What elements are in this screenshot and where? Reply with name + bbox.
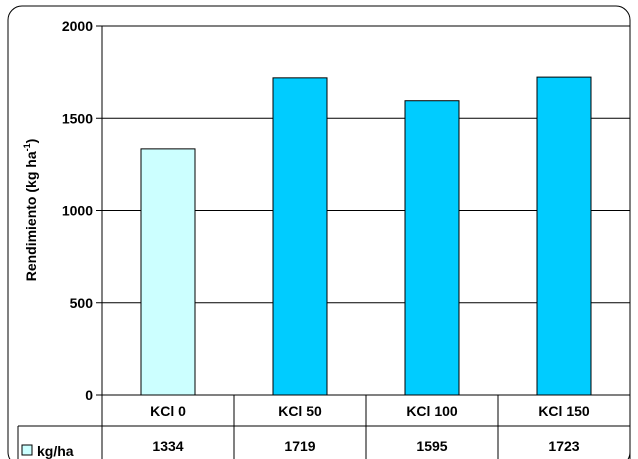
data-label-0: 1334 bbox=[152, 438, 183, 454]
legend-key-label: kg/ha bbox=[37, 443, 74, 459]
y-tick-labels: 0 500 1000 1500 2000 bbox=[62, 18, 102, 403]
bar-2 bbox=[404, 100, 460, 396]
y-tick-label-3: 1500 bbox=[62, 110, 93, 126]
bars bbox=[140, 76, 592, 396]
bar-3 bbox=[536, 76, 592, 396]
x-tick-label-1: KCl 50 bbox=[278, 403, 322, 419]
legend-key-swatch bbox=[21, 444, 33, 456]
bar-1 bbox=[272, 77, 328, 396]
y-axis-label-superscript: -1 bbox=[22, 143, 32, 151]
y-axis-label-close: ) bbox=[23, 139, 39, 144]
y-tick-label-2: 1000 bbox=[62, 203, 93, 219]
y-tick-label-4: 2000 bbox=[62, 18, 93, 34]
y-tick-label-1: 500 bbox=[70, 295, 94, 311]
x-tick-label-0: KCl 0 bbox=[150, 403, 186, 419]
x-tick-label-3: KCl 150 bbox=[538, 403, 590, 419]
y-axis-label-text: Rendimiento (kg ha bbox=[23, 151, 39, 281]
data-label-2: 1595 bbox=[416, 438, 447, 454]
data-label-3: 1723 bbox=[548, 438, 579, 454]
data-table: KCl 0 1334 KCl 50 1719 KCl 100 1595 KCl 150 172… bbox=[17, 394, 631, 459]
y-axis-label: Rendimiento (kg ha-1) bbox=[22, 139, 39, 282]
y-tick-label-0: 0 bbox=[85, 387, 93, 403]
x-tick-label-2: KCl 100 bbox=[406, 403, 458, 419]
bar-0 bbox=[140, 148, 196, 396]
data-label-1: 1719 bbox=[284, 438, 315, 454]
legend-key-cell: kg/ha bbox=[21, 443, 74, 459]
